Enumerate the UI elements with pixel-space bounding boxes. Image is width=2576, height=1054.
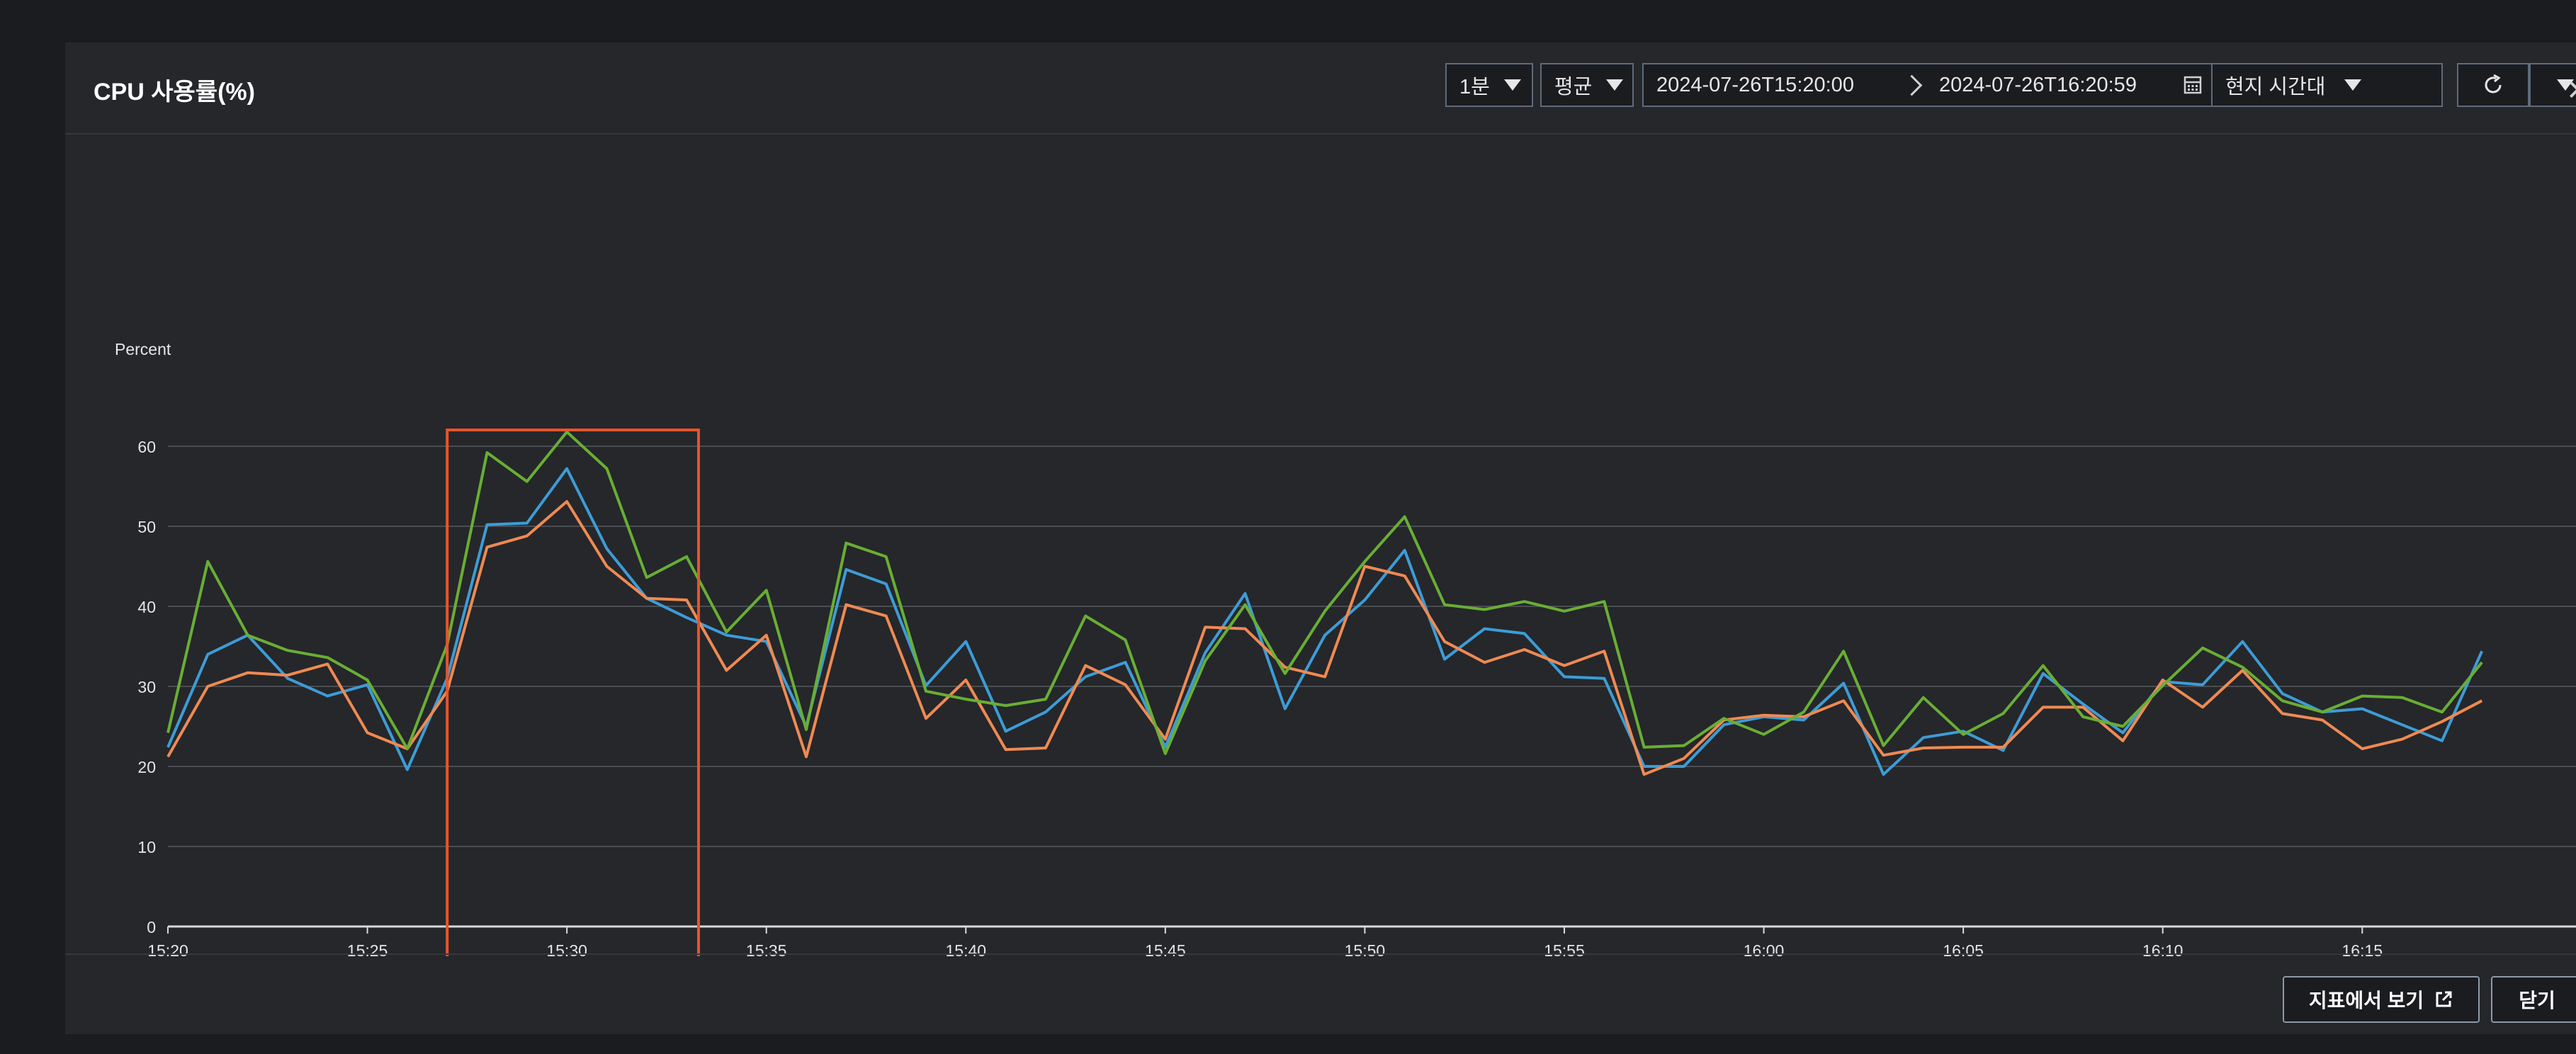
series-line xyxy=(166,500,2483,776)
y-axis-ticks: 0 10 20 30 40 50 60 xyxy=(137,438,156,936)
dialog-footer: 지표에서 보기 닫기 xyxy=(65,953,2576,1034)
dialog-header: CPU 사용률(%) 1분 평균 2024-07-26T15:20:00 202… xyxy=(65,42,2576,135)
series-lines xyxy=(166,430,2484,776)
refresh-button[interactable] xyxy=(2457,63,2529,107)
calendar-icon[interactable] xyxy=(2183,75,2203,95)
close-button[interactable]: 닫기 xyxy=(2491,976,2576,1023)
external-link-icon xyxy=(2436,991,2452,1007)
close-icon[interactable]: ✕ xyxy=(2566,76,2576,105)
series-line xyxy=(166,430,2483,755)
time-range-picker[interactable]: 2024-07-26T15:20:00 2024-07-26T16:20:59 … xyxy=(1642,63,2443,107)
divider xyxy=(2211,64,2213,106)
refresh-icon xyxy=(2485,74,2502,94)
view-in-metrics-label: 지표에서 보기 xyxy=(2308,990,2424,1012)
y-tick-label: 40 xyxy=(137,598,156,616)
start-datetime[interactable]: 2024-07-26T15:20:00 xyxy=(1656,73,1854,96)
period-value: 1분 xyxy=(1459,76,1490,98)
view-in-metrics-button[interactable]: 지표에서 보기 xyxy=(2283,976,2480,1023)
timezone-value[interactable]: 현지 시간대 xyxy=(2225,76,2326,98)
end-datetime[interactable]: 2024-07-26T16:20:59 xyxy=(1939,73,2137,96)
metric-dialog: CPU 사용률(%) 1분 평균 2024-07-26T15:20:00 202… xyxy=(65,42,2576,1034)
y-tick-label: 30 xyxy=(137,678,156,696)
caret-down-icon[interactable] xyxy=(2344,79,2361,91)
refresh-options-button[interactable] xyxy=(2529,63,2576,107)
series-line xyxy=(166,467,2484,776)
caret-down-icon xyxy=(1503,79,1521,91)
y-tick-label: 20 xyxy=(137,758,156,776)
y-tick-label: 60 xyxy=(137,438,156,456)
dialog-title: CPU 사용률(%) xyxy=(94,79,255,106)
y-tick-label: 0 xyxy=(147,918,156,936)
cpu-line-chart: Percent 0 10 20 30 40 50 60 15:20 15:25 15:30 15:… xyxy=(115,340,2576,978)
y-tick-label: 10 xyxy=(137,838,156,856)
caret-down-icon xyxy=(1606,79,1624,91)
x-axis-ticks: 15:20 15:25 15:30 15:35 15:40 15:45 15:50 15:55… xyxy=(147,926,2383,960)
grid xyxy=(168,446,2576,928)
chart-area: Percent 0 10 20 30 40 50 60 15:20 15:25 15:30 15:… xyxy=(65,135,2576,999)
statistic-value: 평균 xyxy=(1554,76,1593,98)
y-axis-label: Percent xyxy=(115,340,171,358)
period-select[interactable]: 1분 xyxy=(1445,63,1533,107)
close-label: 닫기 xyxy=(2519,990,2555,1012)
statistic-select[interactable]: 평균 xyxy=(1540,63,1634,107)
y-tick-label: 50 xyxy=(137,518,156,536)
caret-down-icon xyxy=(2557,79,2574,91)
chevron-right-icon xyxy=(1901,74,1923,96)
